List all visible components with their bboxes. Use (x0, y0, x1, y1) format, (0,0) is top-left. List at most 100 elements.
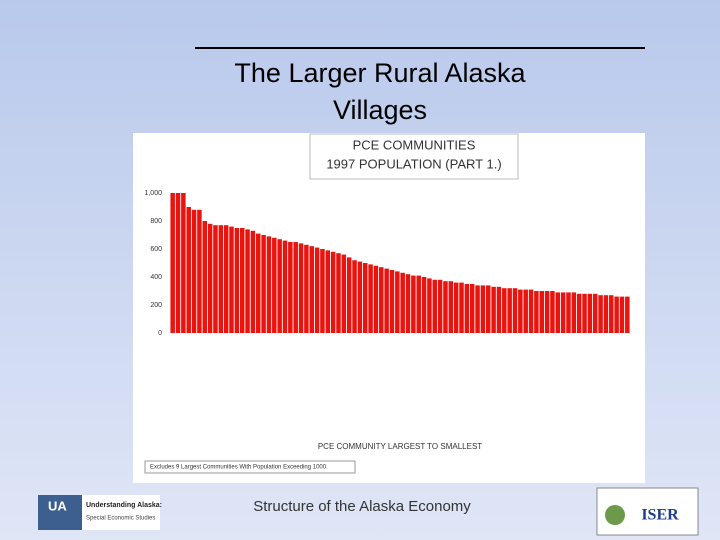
bar (304, 244, 309, 333)
bar (368, 264, 373, 333)
chart-subtitle: 1997 POPULATION (PART 1.) (326, 156, 501, 171)
bar (592, 293, 598, 333)
bar (448, 281, 454, 333)
bar (411, 275, 416, 333)
bar (207, 223, 213, 333)
bar (544, 291, 550, 333)
note-box (144, 460, 356, 474)
y-tick-label: 400 (150, 274, 162, 281)
bar (443, 281, 448, 333)
bar (352, 260, 357, 333)
y-tick-label: 800 (150, 218, 162, 225)
bar (170, 193, 175, 333)
bar (384, 268, 389, 333)
bar (421, 277, 427, 333)
left-logo-title: Understanding Alaska: (86, 502, 162, 509)
bar (229, 226, 234, 333)
right-logo-emblem (605, 505, 625, 525)
bar (282, 240, 288, 333)
bar (475, 285, 480, 333)
left-logo-subtitle: Special Economic Studies (86, 516, 155, 522)
bar (298, 243, 304, 333)
bar (518, 289, 523, 333)
bar (550, 291, 555, 333)
bar (357, 261, 363, 333)
slide-title: The Larger Rural Alaska Villages (234, 58, 526, 125)
y-tick-label: 1,000 (144, 190, 162, 197)
bar (272, 237, 277, 333)
bar (256, 233, 261, 333)
bar (202, 221, 208, 333)
bar (609, 295, 614, 333)
bar (175, 193, 181, 333)
bar (266, 236, 272, 333)
bar (523, 289, 528, 333)
bar (566, 292, 571, 333)
bar (277, 239, 282, 333)
bar (239, 228, 245, 333)
bar (245, 229, 250, 333)
bar (362, 263, 368, 333)
bar (598, 295, 603, 333)
bar (234, 228, 240, 333)
bar (534, 291, 539, 333)
bar (218, 225, 224, 333)
bar (346, 257, 352, 333)
bar (427, 278, 432, 333)
bar (512, 288, 518, 333)
bar (614, 296, 619, 333)
bar (432, 279, 438, 333)
bar (576, 293, 582, 333)
y-tick-label: 200 (150, 302, 162, 309)
bar (293, 242, 298, 333)
bar (625, 296, 630, 333)
bar (416, 275, 421, 333)
bar (587, 293, 593, 333)
chart-title: PCE COMMUNITIES (353, 137, 476, 152)
bar (405, 274, 411, 333)
footer: Structure of the Alaska Economy (253, 498, 471, 515)
bar (181, 193, 186, 333)
bar (502, 288, 507, 333)
bar (486, 285, 491, 333)
left-logo-mark: UA (48, 498, 67, 513)
chart-note: Excludes 9 Largest Communities With Popu… (150, 465, 328, 471)
bar (582, 293, 587, 333)
bar (341, 254, 347, 333)
right-logo-mark: ISER (641, 507, 679, 524)
bar (528, 289, 534, 333)
bar (400, 272, 405, 333)
bar (539, 291, 544, 333)
left-logo-mark-box (38, 495, 82, 530)
bar (191, 209, 197, 333)
chart-title-box (309, 133, 519, 180)
bar (213, 225, 218, 333)
bar (314, 247, 320, 333)
bar (379, 267, 384, 333)
bar (330, 251, 336, 333)
bar (480, 285, 486, 333)
bar (469, 284, 475, 333)
bar (571, 292, 577, 333)
bar (619, 296, 625, 333)
bar (603, 295, 609, 333)
bar (555, 292, 561, 333)
bar (437, 279, 443, 333)
bar (320, 249, 325, 333)
bar (496, 286, 502, 333)
bar (464, 284, 470, 333)
bar (453, 282, 459, 333)
bar (250, 230, 256, 333)
bar (288, 242, 293, 333)
bar (309, 246, 314, 333)
bar (395, 271, 400, 333)
bar (389, 270, 395, 333)
bar (336, 253, 341, 333)
bar (560, 292, 566, 333)
bar (491, 286, 496, 333)
bar (261, 235, 266, 333)
bar (223, 225, 229, 333)
bar (325, 250, 331, 333)
y-tick-label: 600 (150, 246, 162, 253)
